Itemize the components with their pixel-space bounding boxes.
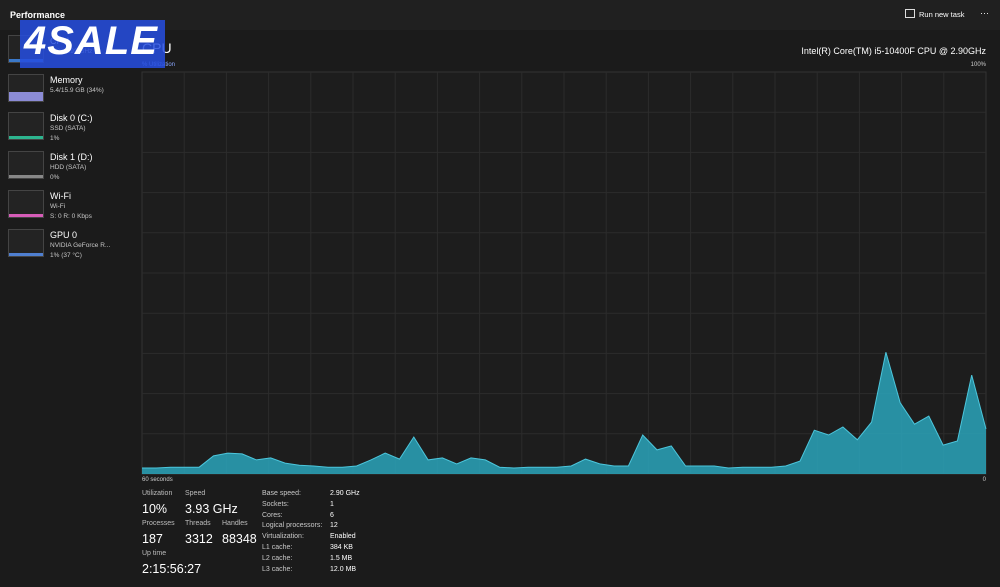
detail-label: Sockets:	[262, 500, 289, 508]
thumbnail	[8, 190, 44, 218]
page-title: Performance	[10, 10, 66, 20]
detail-label: Virtualization:	[262, 533, 304, 541]
run-icon[interactable]	[905, 9, 915, 18]
detail-value: 12.0 MB	[330, 565, 357, 573]
item-line2: S: 0 R: 0 Kbps	[50, 213, 92, 220]
detail-value: 384 KB	[330, 544, 353, 551]
stat-value: 10%	[142, 502, 168, 516]
item-name: Disk 0 (C:)	[50, 113, 93, 123]
item-line1: SSD (SATA)	[50, 125, 86, 132]
graph-grid	[142, 72, 986, 474]
item-line1: HDD (SATA)	[50, 164, 87, 171]
cpu-area	[142, 352, 986, 474]
thumbnail	[8, 229, 44, 257]
item-name: Disk 1 (D:)	[50, 152, 93, 162]
detail-value: 6	[330, 511, 334, 519]
item-line2: 0%	[50, 174, 60, 181]
detail-label: Base speed:	[262, 490, 301, 497]
stat-label: Speed	[185, 490, 206, 497]
title-bar	[0, 0, 1000, 30]
thumbnail-fill	[9, 253, 43, 256]
detail-value: 1	[330, 500, 334, 508]
thumbnail	[8, 151, 44, 179]
stat-value: 3.93 GHz	[185, 502, 238, 516]
detail-label: Logical processors:	[262, 522, 323, 530]
thumbnail-fill	[9, 214, 43, 217]
thumbnail	[8, 74, 44, 102]
more-button[interactable]: ···	[980, 8, 989, 18]
item-line1: NVIDIA GeForce R...	[50, 242, 111, 249]
x-right-label: 0	[982, 477, 986, 483]
thumbnail-fill	[9, 175, 43, 178]
stat-label: Processes	[142, 520, 175, 527]
detail-label: Cores:	[262, 511, 283, 519]
item-line2: 1%	[50, 135, 60, 142]
cpu-line	[142, 352, 987, 469]
x-left-label: 60 seconds	[142, 477, 173, 483]
detail-value: 2.90 GHz	[330, 490, 360, 497]
detail-value: Enabled	[330, 533, 356, 541]
item-name: Wi-Fi	[50, 191, 71, 201]
stat-value: 3312	[185, 532, 213, 546]
stat-label: Threads	[185, 520, 211, 527]
thumbnail-fill	[9, 92, 43, 101]
thumbnail	[8, 112, 44, 140]
stat-value: 187	[142, 532, 163, 546]
stat-value: 88348	[222, 532, 257, 546]
item-name: GPU 0	[50, 230, 78, 240]
watermark-box	[20, 20, 165, 68]
processor-name: Intel(R) Core(TM) i5-10400F CPU @ 2.90GH…	[801, 46, 986, 56]
stat-label: Handles	[222, 520, 248, 527]
stat-value: 2:15:56:27	[142, 562, 202, 576]
item-line1: Wi-Fi	[50, 203, 66, 210]
detail-label: L1 cache:	[262, 544, 293, 551]
detail-label: L3 cache:	[262, 565, 293, 573]
watermark: 4SALE	[24, 19, 158, 63]
detail-value: 1.5 MB	[330, 554, 353, 562]
detail-value: 12	[330, 522, 338, 530]
y-max-label: 100%	[970, 62, 986, 68]
detail-label: L2 cache:	[262, 554, 293, 562]
item-line2: 1% (37 °C)	[50, 252, 82, 259]
stat-label: Utilization	[142, 490, 173, 497]
item-name: Memory	[50, 75, 83, 85]
run-new-task[interactable]: Run new task	[919, 10, 965, 19]
thumbnail-fill	[9, 136, 43, 139]
stat-label: Up time	[142, 550, 167, 557]
item-line1: 5.4/15.9 GB (34%)	[50, 87, 104, 94]
